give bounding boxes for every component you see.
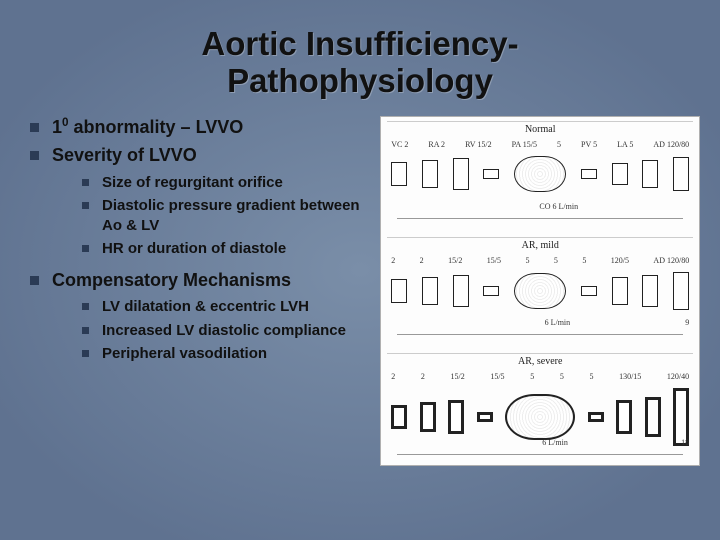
chamber-box [448, 400, 464, 434]
sub-vasodilation: Peripheral vasodilation [82, 344, 370, 364]
chamber-box [391, 162, 407, 186]
panel-normal: Normal VC 2 RA 2 RV 15/2 PA 15/5 5 PV 5 … [387, 121, 693, 225]
panel-label: Normal [525, 124, 556, 135]
chamber-box [581, 169, 597, 179]
chamber-box [477, 412, 493, 422]
slide: Aortic Insufficiency- Pathophysiology 10… [0, 0, 720, 540]
chamber-box [673, 157, 689, 191]
axis-line [397, 334, 683, 335]
chamber-box [588, 412, 604, 422]
chamber-box [391, 279, 407, 303]
chamber-box [642, 160, 658, 188]
panel-top-values: VC 2 RA 2 RV 15/2 PA 15/5 5 PV 5 LA 5 AD… [391, 140, 689, 149]
chamber-box [422, 277, 438, 305]
chamber-box [453, 158, 469, 190]
sub-orifice: Size of regurgitant orifice [82, 173, 370, 193]
bullet-compensatory: Compensatory Mechanisms LV dilatation & … [28, 269, 370, 364]
panel-top-values: 2 2 15/2 15/5 5 5 5 130/15 120/40 [391, 372, 689, 381]
title-line-2: Pathophysiology [227, 62, 493, 99]
chamber-box [483, 169, 499, 179]
panel-row [391, 272, 689, 310]
chamber-box [581, 286, 597, 296]
panel-label: AR, mild [522, 240, 559, 251]
bullet-severity: Severity of LVVO Size of regurgitant ori… [28, 144, 370, 259]
severity-sublist: Size of regurgitant orifice Diastolic pr… [82, 173, 370, 259]
sub-hr: HR or duration of diastole [82, 239, 370, 259]
chamber-box [422, 160, 438, 188]
chamber-box [673, 272, 689, 310]
sub-lv-dilatation: LV dilatation & eccentric LVH [82, 297, 370, 317]
lung-organ-icon [514, 156, 566, 192]
compensatory-sublist: LV dilatation & eccentric LVH Increased … [82, 297, 370, 364]
chamber-box [453, 275, 469, 307]
lung-organ-icon [514, 273, 566, 309]
content-columns: 10 abnormality – LVVO Severity of LVVO S… [0, 116, 720, 466]
panel-bottom-values: 6 L/min 18 [391, 438, 689, 447]
lung-organ-icon [505, 394, 575, 440]
figure-column: Normal VC 2 RA 2 RV 15/2 PA 15/5 5 PV 5 … [378, 116, 702, 466]
chamber-box [483, 286, 499, 296]
sub-gradient: Diastolic pressure gradient between Ao &… [82, 196, 370, 235]
slide-title: Aortic Insufficiency- Pathophysiology [0, 0, 720, 110]
axis-line [397, 218, 683, 219]
text-column: 10 abnormality – LVVO Severity of LVVO S… [28, 116, 378, 374]
chamber-box [612, 277, 628, 305]
hemodynamic-diagram: Normal VC 2 RA 2 RV 15/2 PA 15/5 5 PV 5 … [380, 116, 700, 466]
panel-ar-mild: AR, mild 2 2 15/2 15/5 5 5 5 120/5 AD 12… [387, 237, 693, 341]
chamber-box [642, 275, 658, 307]
panel-label: AR, severe [518, 356, 562, 367]
panel-bottom-values: CO 6 L/min [391, 202, 689, 211]
panel-top-values: 2 2 15/2 15/5 5 5 5 120/5 AD 120/80 [391, 256, 689, 265]
panel-ar-severe: AR, severe 2 2 15/2 15/5 5 5 5 130/15 12… [387, 353, 693, 461]
axis-line [397, 454, 683, 455]
chamber-box [391, 405, 407, 429]
bullet-list: 10 abnormality – LVVO Severity of LVVO S… [28, 116, 370, 364]
chamber-box [420, 402, 436, 432]
title-line-1: Aortic Insufficiency- [201, 25, 518, 62]
panel-row [391, 156, 689, 192]
chamber-box [612, 163, 628, 185]
panel-bottom-values: 6 L/min 9 [391, 318, 689, 327]
sub-compliance: Increased LV diastolic compliance [82, 321, 370, 341]
chamber-box [616, 400, 632, 434]
chamber-box [645, 397, 661, 437]
bullet-primary-abnormality: 10 abnormality – LVVO [28, 116, 370, 139]
